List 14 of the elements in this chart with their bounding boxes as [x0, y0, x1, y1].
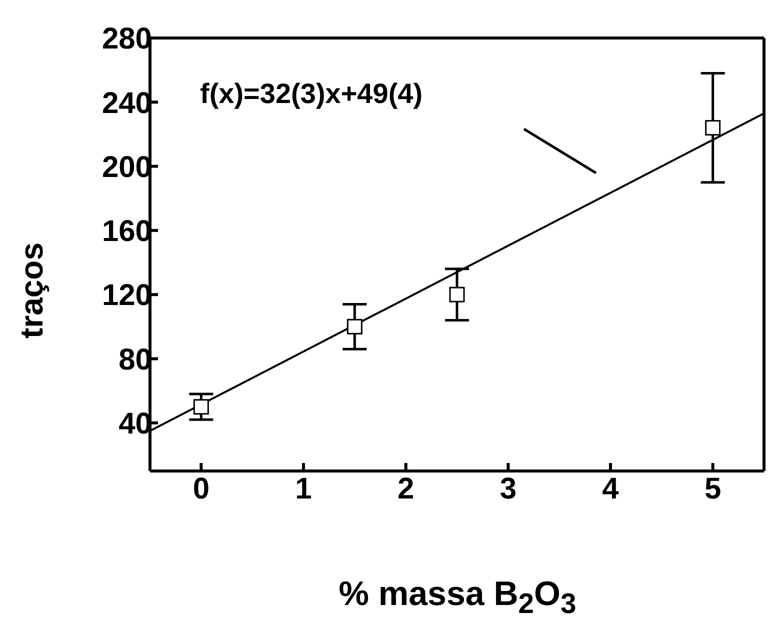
point: [449, 286, 465, 302]
x-tick-label: 1: [295, 472, 312, 506]
x-axis-title: % massa B$_{2}$O$_{3}$: [338, 575, 578, 621]
y-axis-title: traços: [14, 242, 50, 338]
point: [346, 318, 362, 334]
x-tick-label: 4: [602, 472, 620, 506]
x-tick-label: 2: [397, 472, 414, 506]
point: [705, 120, 721, 136]
x-tick-label: 3: [500, 472, 517, 506]
x-tick-label: 0: [192, 472, 210, 506]
x-tick-label: 5: [704, 472, 722, 506]
y-tick-label: 280: [102, 22, 152, 56]
annotation: f(x)=32(3)x+49(4): [200, 78, 423, 110]
point: [193, 399, 209, 415]
